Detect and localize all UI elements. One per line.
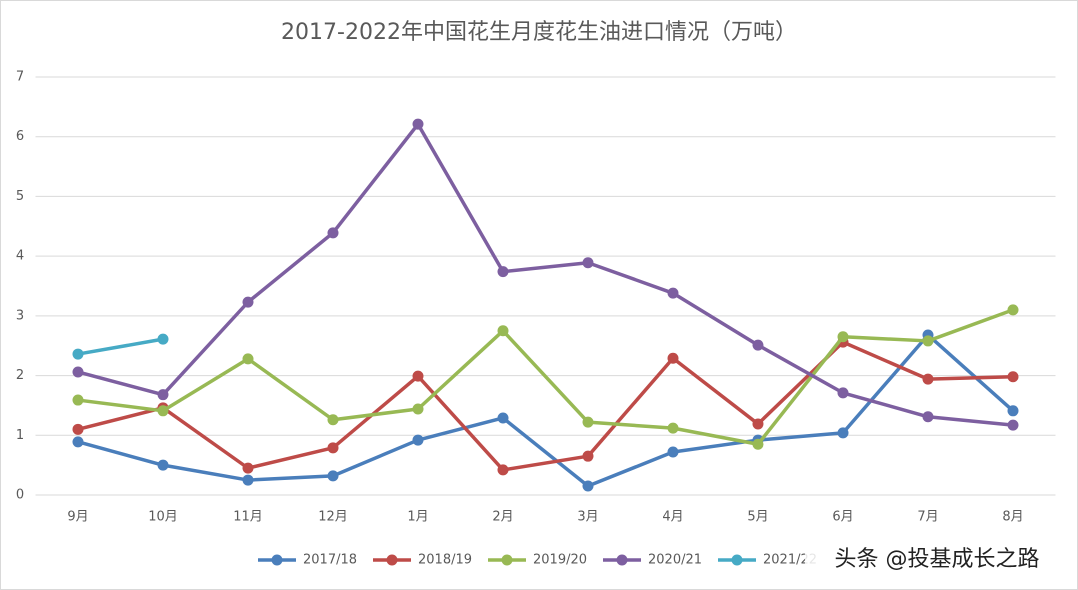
data-point (412, 118, 424, 130)
x-tick-label: 5月 (747, 510, 768, 525)
data-point (1007, 371, 1019, 383)
legend-marker (386, 554, 398, 566)
legend-label: 2020/21 (648, 553, 702, 568)
data-point (837, 427, 849, 439)
x-tick-label: 3月 (577, 510, 598, 525)
data-point (752, 418, 764, 430)
data-point (412, 370, 424, 382)
legend-label: 2017/18 (303, 553, 357, 568)
y-tick-label: 0 (16, 488, 24, 503)
data-point (157, 333, 169, 345)
data-point (242, 462, 254, 474)
y-tick-label: 2 (16, 368, 24, 383)
data-point (72, 348, 84, 360)
x-tick-label: 7月 (917, 510, 938, 525)
x-tick-label: 10月 (148, 510, 178, 525)
data-point (1007, 419, 1019, 431)
data-point (582, 416, 594, 428)
series-line (77, 122, 1014, 427)
chart-title: 2017-2022年中国花生月度花生油进口情况（万吨） (281, 20, 797, 45)
legend-label: 2019/20 (533, 553, 587, 568)
data-point (582, 450, 594, 462)
data-point (667, 352, 679, 364)
series-line (77, 337, 164, 356)
data-point (242, 353, 254, 365)
data-point (242, 296, 254, 308)
data-point (497, 412, 509, 424)
x-tick-label: 12月 (318, 510, 348, 525)
data-point (327, 470, 339, 482)
data-point (157, 459, 169, 471)
y-tick-label: 7 (16, 70, 24, 85)
y-tick-label: 5 (16, 189, 24, 204)
data-point (837, 331, 849, 343)
data-point (327, 414, 339, 426)
data-point (667, 446, 679, 458)
data-point (582, 257, 594, 269)
watermark-bg (805, 540, 1070, 580)
legend-marker (501, 554, 513, 566)
data-point (497, 266, 509, 278)
legend-label: 2021/22 (763, 553, 817, 568)
data-point (327, 227, 339, 239)
data-point (412, 403, 424, 415)
series-line (77, 308, 1014, 446)
data-point (72, 394, 84, 406)
data-point (1007, 405, 1019, 417)
data-point (72, 366, 84, 378)
x-tick-label: 2月 (492, 510, 513, 525)
data-point (1007, 304, 1019, 316)
x-tick-label: 8月 (1002, 510, 1023, 525)
y-tick-label: 4 (16, 249, 24, 264)
x-tick-label: 4月 (662, 510, 683, 525)
data-point (72, 436, 84, 448)
data-point (157, 405, 169, 417)
data-point (922, 411, 934, 423)
y-tick-label: 3 (16, 308, 24, 323)
data-point (157, 389, 169, 401)
legend-marker (271, 554, 283, 566)
data-point (327, 442, 339, 454)
y-tick-label: 6 (16, 129, 24, 144)
x-tick-label: 1月 (407, 510, 428, 525)
data-point (497, 464, 509, 476)
y-tick-label: 1 (16, 428, 24, 443)
data-point (837, 387, 849, 399)
x-tick-label: 9月 (67, 510, 88, 525)
data-point (667, 287, 679, 299)
x-tick-label: 6月 (832, 510, 853, 525)
watermark: 头条 @投基成长之路 (835, 547, 1040, 572)
data-point (922, 335, 934, 347)
data-point (752, 339, 764, 351)
series-line (77, 333, 1015, 488)
legend-marker (731, 554, 743, 566)
data-point (242, 474, 254, 486)
legend-label: 2018/19 (418, 553, 472, 568)
legend-marker (616, 554, 628, 566)
data-point (412, 434, 424, 446)
data-point (72, 423, 84, 435)
series-line (77, 340, 1014, 472)
data-point (752, 438, 764, 450)
data-point (922, 373, 934, 385)
x-tick-label: 11月 (233, 510, 263, 525)
data-point (667, 422, 679, 434)
data-point (582, 480, 594, 492)
data-point (497, 325, 509, 337)
